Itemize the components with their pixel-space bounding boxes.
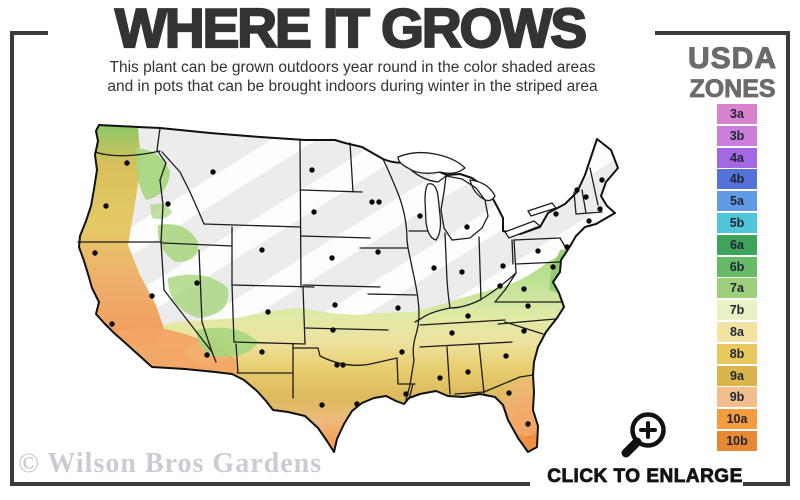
- legend-swatch-5a: 5a: [717, 191, 757, 212]
- legend-swatch-4a: 4a: [717, 147, 757, 168]
- great-lakes: [397, 151, 558, 241]
- legend-swatch-10a: 10a: [717, 409, 757, 430]
- legend-title: USDA ZONES: [675, 42, 790, 103]
- frame-bottom-right: [743, 482, 790, 486]
- watermark: © Wilson Bros Gardens: [18, 448, 323, 479]
- legend-swatch-7a: 7a: [717, 278, 757, 299]
- legend-swatch-3a: 3a: [717, 104, 757, 124]
- frame-bottom-left: [10, 482, 530, 486]
- legend-swatch-10b: 10b: [717, 430, 757, 451]
- legend-swatch-5b: 5b: [717, 212, 757, 233]
- frame-top-left-stub: [10, 31, 48, 35]
- subtitle: This plant can be grown outdoors year ro…: [40, 58, 665, 96]
- legend-swatch-9a: 9a: [717, 365, 757, 386]
- southern-zones: [122, 248, 572, 452]
- frame-left: [10, 31, 14, 486]
- subtitle-line-2: and in pots that can be brought indoors …: [107, 78, 598, 95]
- legend-swatch-6a: 6a: [717, 234, 757, 255]
- frame-right: [786, 31, 790, 486]
- legend-swatch-9b: 9b: [717, 387, 757, 408]
- legend-swatch-6b: 6b: [717, 256, 757, 277]
- magnifier-zoom-icon[interactable]: [610, 404, 680, 464]
- legend-title-line-2: ZONES: [689, 75, 776, 103]
- page-title: WHERE IT GROWS: [114, 0, 588, 60]
- state-borders: [77, 127, 603, 401]
- subtitle-line-1: This plant can be grown outdoors year ro…: [109, 59, 596, 76]
- legend-swatch-4b: 4b: [717, 169, 757, 190]
- city-dots: [92, 160, 605, 427]
- central-florida-zone: [499, 380, 555, 436]
- michigan-border: [440, 175, 489, 241]
- usda-zone-legend: 3a 3b 4a 4b 5a 5b 6a 6b 7a 7b 8a 8b 9a 9b 10a 10b: [717, 104, 757, 453]
- west-coast-zones: [79, 125, 165, 348]
- legend-swatch-3b: 3b: [717, 125, 757, 146]
- click-to-enlarge-button[interactable]: CLICK TO ENLARGE: [547, 466, 743, 488]
- legend-swatch-8a: 8a: [717, 321, 757, 342]
- frame-top-right: [655, 31, 790, 35]
- legend-swatch-7b: 7b: [717, 300, 757, 321]
- legend-title-line-1: USDA: [687, 42, 777, 75]
- legend-swatch-8b: 8b: [717, 343, 757, 364]
